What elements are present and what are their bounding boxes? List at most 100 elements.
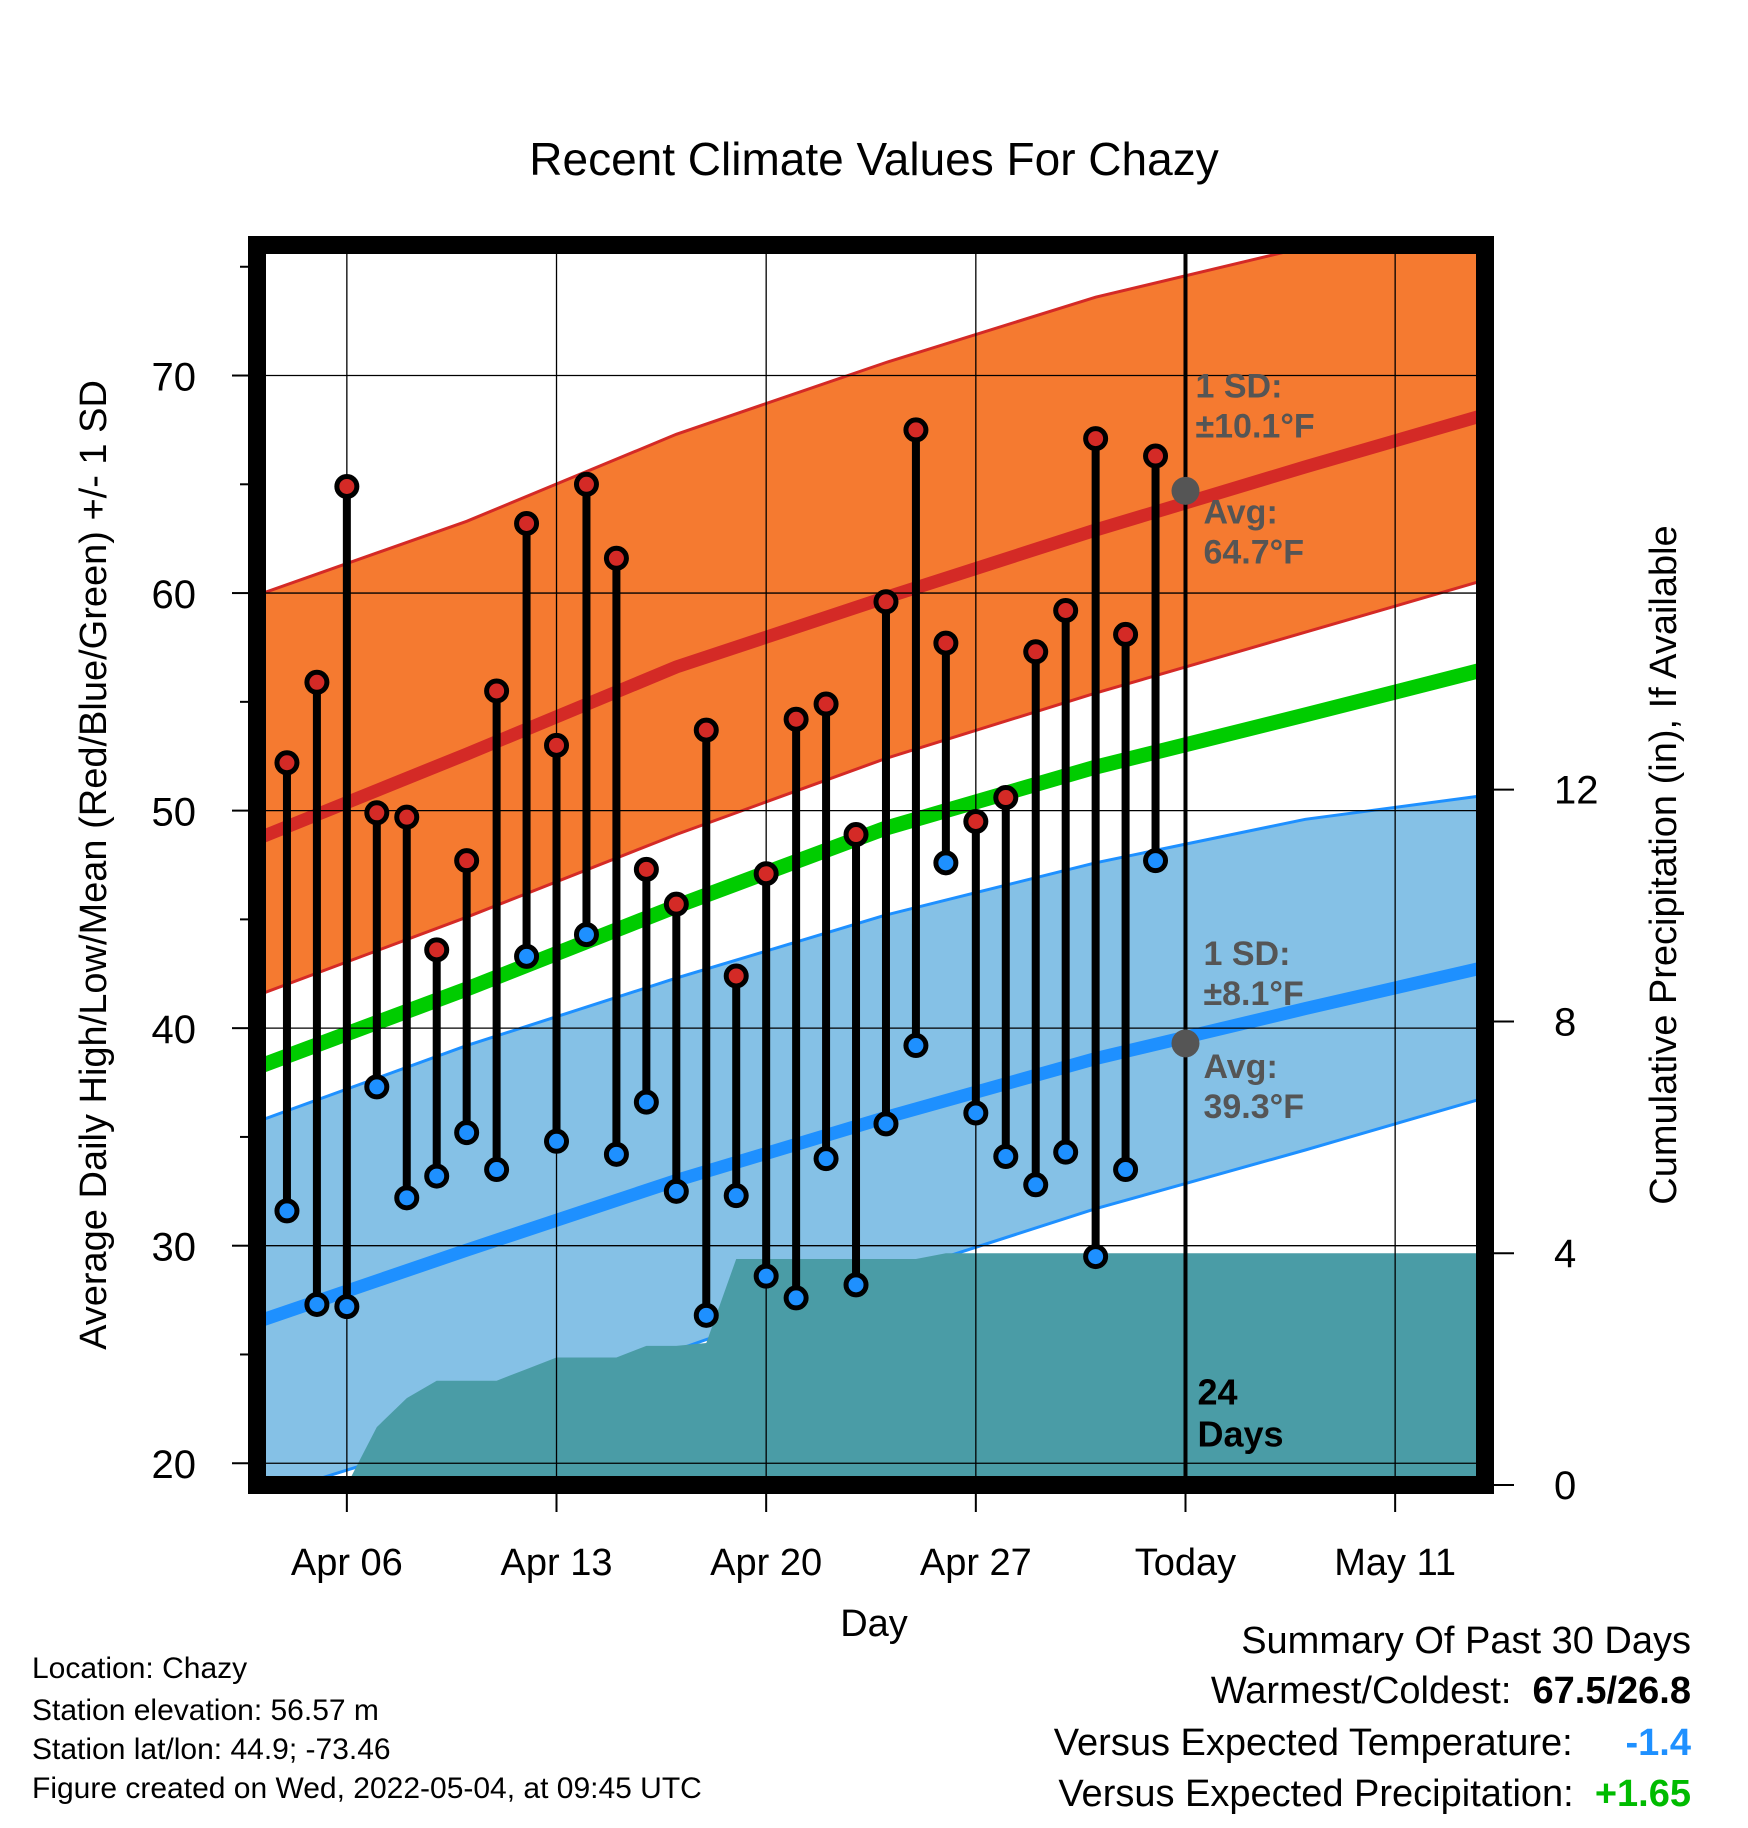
observed-high-point [454, 848, 480, 874]
y-tick-label: 30 [152, 1226, 197, 1270]
observed-low-point [693, 1302, 719, 1328]
y2-tick-label: 0 [1554, 1464, 1576, 1508]
x-tick-label: Apr 20 [710, 1542, 822, 1584]
y2-tick-label: 12 [1554, 769, 1599, 813]
observed-high-point [1113, 621, 1139, 647]
today-low-avg-marker [1171, 1029, 1200, 1058]
observed-low-point [424, 1163, 450, 1189]
observed-low-point [633, 1089, 659, 1115]
observed-high-point [723, 963, 749, 989]
observed-high-point [963, 808, 989, 834]
observed-low-point [783, 1285, 809, 1311]
observed-high-point [394, 804, 420, 830]
observed-low-point [364, 1074, 390, 1100]
warm-cold-value: 67.5/26.8 [1532, 1670, 1691, 1712]
observed-high-point [873, 589, 899, 615]
y-axis-label: Average Daily High/Low/Mean (Red/Blue/Gr… [73, 380, 115, 1350]
observed-high-point [933, 630, 959, 656]
observed-low-point [663, 1178, 689, 1204]
elevation-text: Station elevation: 56.57 m [32, 1694, 379, 1727]
location-text: Location: Chazy [32, 1652, 248, 1685]
low-sd-band [257, 795, 1485, 1485]
observed-low-point [1023, 1172, 1049, 1198]
y-tick-label: 60 [152, 573, 197, 617]
summary-temperature: Versus Expected Temperature: -1.4 [1054, 1724, 1691, 1762]
observed-low-point [334, 1294, 360, 1320]
observed-high-point [514, 510, 540, 536]
observed-low-point [304, 1291, 330, 1317]
precip-area [257, 1253, 1485, 1485]
precip-label: Versus Expected Precipitation: [1058, 1773, 1574, 1815]
plot-frame [248, 236, 1494, 1494]
x-tick-label: May 11 [1334, 1542, 1456, 1584]
observed-high-point [573, 471, 599, 497]
x-tick-label: Today [1135, 1542, 1236, 1584]
observations [274, 417, 1169, 1328]
observed-high-point [274, 750, 300, 776]
observed-low-point [1083, 1244, 1109, 1270]
observed-low-point [813, 1146, 839, 1172]
observed-high-point [1023, 639, 1049, 665]
days-annotation: 24 Days [1197, 1372, 1283, 1455]
observed-low-point [573, 922, 599, 948]
observed-low-point [454, 1120, 480, 1146]
observed-high-point [693, 717, 719, 743]
precip-value: +1.65 [1594, 1773, 1691, 1815]
observed-low-point [873, 1111, 899, 1137]
observed-high-point [1053, 597, 1079, 623]
y-tick-label: 40 [152, 1008, 197, 1052]
y-tick-label: 20 [152, 1443, 197, 1487]
observed-low-point [723, 1183, 749, 1209]
today-high-avg-marker [1171, 476, 1200, 505]
observed-low-point [933, 850, 959, 876]
y2-axis-label: Cumulative Precipitation (in), If Availa… [1643, 525, 1685, 1204]
x-tick-label: Apr 13 [501, 1542, 613, 1584]
observed-low-point [1053, 1139, 1079, 1165]
temp-label: Versus Expected Temperature: [1053, 1722, 1573, 1764]
high-sd-annotation: 1 SD: ±10.1°F [1195, 367, 1314, 445]
observed-high-point [364, 800, 390, 826]
chart-title: Recent Climate Values For Chazy [529, 133, 1218, 185]
temp-value: -1.4 [1625, 1722, 1691, 1764]
y2-tick-label: 4 [1554, 1232, 1576, 1276]
observed-high-point [603, 545, 629, 571]
observed-high-point [753, 861, 779, 887]
observed-low-point [603, 1141, 629, 1167]
x-tick-label: Apr 06 [291, 1542, 403, 1584]
observed-high-point [1083, 426, 1109, 452]
observed-high-point [334, 473, 360, 499]
observed-low-point [484, 1157, 510, 1183]
observed-high-point [813, 691, 839, 717]
low-avg-annotation: Avg: 39.3°F [1203, 1048, 1304, 1126]
observed-low-point [394, 1185, 420, 1211]
observed-high-point [993, 785, 1019, 811]
observed-low-point [993, 1144, 1019, 1170]
summary-heading: Summary Of Past 30 Days [1241, 1620, 1691, 1662]
low-sd-annotation: 1 SD: ±8.1°F [1203, 935, 1303, 1013]
observed-high-point [484, 678, 510, 704]
x-tick-label: Apr 27 [920, 1542, 1032, 1584]
observed-low-point [514, 943, 540, 969]
observed-low-point [544, 1128, 570, 1154]
observed-high-point [663, 891, 689, 917]
x-axis-label: Day [840, 1603, 908, 1645]
y-tick-label: 50 [152, 791, 197, 835]
high-sd-band [257, 245, 1485, 996]
observed-high-point [843, 822, 869, 848]
warm-cold-label: Warmest/Coldest: [1210, 1670, 1512, 1712]
observed-low-point [963, 1100, 989, 1126]
observed-low-point [1143, 848, 1169, 874]
created-text: Figure created on Wed, 2022-05-04, at 09… [32, 1772, 702, 1805]
y2-tick-label: 8 [1554, 1000, 1576, 1044]
observed-high-point [544, 732, 570, 758]
observed-low-point [843, 1272, 869, 1298]
observed-high-point [633, 856, 659, 882]
observed-high-point [783, 706, 809, 732]
observed-low-point [1113, 1157, 1139, 1183]
summary-precipitation: Versus Expected Precipitation: +1.65 [1058, 1775, 1691, 1813]
observed-low-point [274, 1198, 300, 1224]
observed-high-point [1143, 443, 1169, 469]
observed-high-point [304, 669, 330, 695]
observed-high-point [424, 937, 450, 963]
